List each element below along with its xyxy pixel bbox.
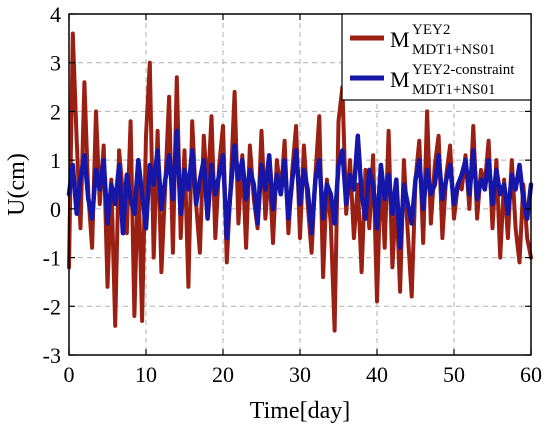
axis-ticks: 0 10 20 30 40 50 60 -3 -2 -1 0 1 2 3 4 bbox=[43, 2, 542, 387]
series-lines bbox=[66, 31, 534, 333]
x-tick-label: 10 bbox=[135, 362, 157, 387]
legend-box bbox=[341, 13, 532, 101]
y-tick-label: 2 bbox=[50, 99, 61, 124]
series-line-1 bbox=[67, 31, 533, 333]
series-line-2 bbox=[66, 128, 534, 251]
y-tick-label: 0 bbox=[50, 197, 61, 222]
legend-label-superscript: YEY2 bbox=[412, 22, 450, 38]
x-tick-label: 20 bbox=[212, 362, 234, 387]
legend-label-main: M bbox=[390, 67, 410, 92]
legend-label-main: M bbox=[390, 27, 410, 52]
x-tick-label: 30 bbox=[289, 362, 311, 387]
y-tick-label: 3 bbox=[50, 51, 61, 76]
x-tick-label: 0 bbox=[64, 362, 75, 387]
legend-label-subscript: MDT1+NS01 bbox=[412, 82, 495, 98]
y-tick-label: 1 bbox=[50, 148, 61, 173]
y-tick-label: -3 bbox=[43, 343, 61, 368]
legend-label-subscript: MDT1+NS01 bbox=[412, 42, 495, 58]
legend-label-superscript: YEY2-constraint bbox=[412, 62, 515, 78]
x-tick-label: 40 bbox=[366, 362, 388, 387]
y-axis-label: U(cm) bbox=[4, 153, 30, 216]
y-tick-label: 4 bbox=[50, 2, 61, 27]
y-tick-label: -2 bbox=[43, 294, 61, 319]
x-tick-label: 50 bbox=[443, 362, 465, 387]
y-tick-label: -1 bbox=[43, 246, 61, 271]
x-axis-label: Time[day] bbox=[250, 398, 350, 424]
x-tick-label: 60 bbox=[520, 362, 542, 387]
